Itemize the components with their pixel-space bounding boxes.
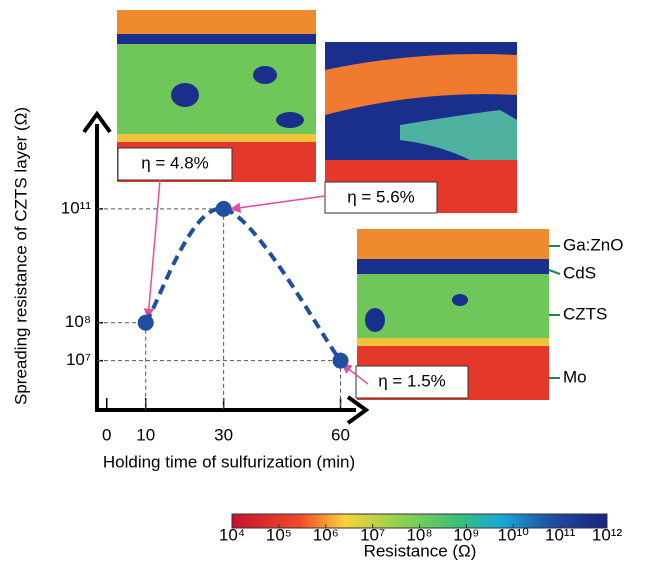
pointer-arrow [341, 363, 369, 385]
micrograph-1 [117, 10, 316, 182]
annotation: η = 4.8% [141, 153, 209, 172]
pointer-arrow [229, 195, 326, 213]
annotation-box [355, 365, 469, 399]
x-tick-label: 30 [214, 425, 233, 444]
layer-label: CZTS [563, 304, 607, 323]
data-point [137, 314, 154, 331]
colorbar-tick-label: 10⁶ [313, 525, 339, 544]
layer-label: CdS [563, 263, 596, 282]
y-tick-label: 10¹¹ [61, 198, 92, 217]
layer-label: Mo [563, 367, 587, 386]
colorbar-tick-label: 10⁹ [453, 525, 479, 544]
colorbar-tick-label: 10¹² [592, 525, 623, 544]
layer-label: Ga:ZnO [563, 235, 623, 254]
colorbar-tick-label: 10⁴ [219, 525, 245, 544]
y-axis-arrow [82, 110, 112, 134]
y-axis-label: Spreading resistance of CZTS layer (Ω) [11, 107, 30, 405]
x-tick-label: 0 [102, 425, 111, 444]
annotation-box [117, 147, 233, 181]
colorbar-tick-label: 10⁸ [406, 525, 432, 544]
colorbar-tick-label: 10⁵ [266, 525, 292, 544]
data-point [215, 200, 232, 217]
leader [548, 269, 561, 275]
colorbar-tick-label: 10¹¹ [545, 525, 576, 544]
annotation: η = 5.6% [347, 187, 415, 206]
data-point [332, 352, 349, 369]
colorbar-tick-label: 10¹⁰ [498, 525, 530, 544]
annotation: η = 1.5% [378, 371, 446, 390]
x-tick-label: 60 [331, 425, 350, 444]
annotation-box [324, 181, 438, 214]
colorbar-tick-label: 10⁷ [360, 525, 385, 544]
x-tick-label: 10 [136, 425, 155, 444]
pointer-arrow [143, 179, 161, 320]
colorbar-label: Resistance (Ω) [364, 541, 477, 560]
x-axis-label: Holding time of sulfurization (min) [103, 452, 355, 471]
series-line [144, 206, 343, 362]
x-axis-arrow [346, 395, 370, 425]
y-tick-label: 10⁷ [66, 350, 91, 369]
y-tick-label: 10⁸ [65, 312, 91, 331]
